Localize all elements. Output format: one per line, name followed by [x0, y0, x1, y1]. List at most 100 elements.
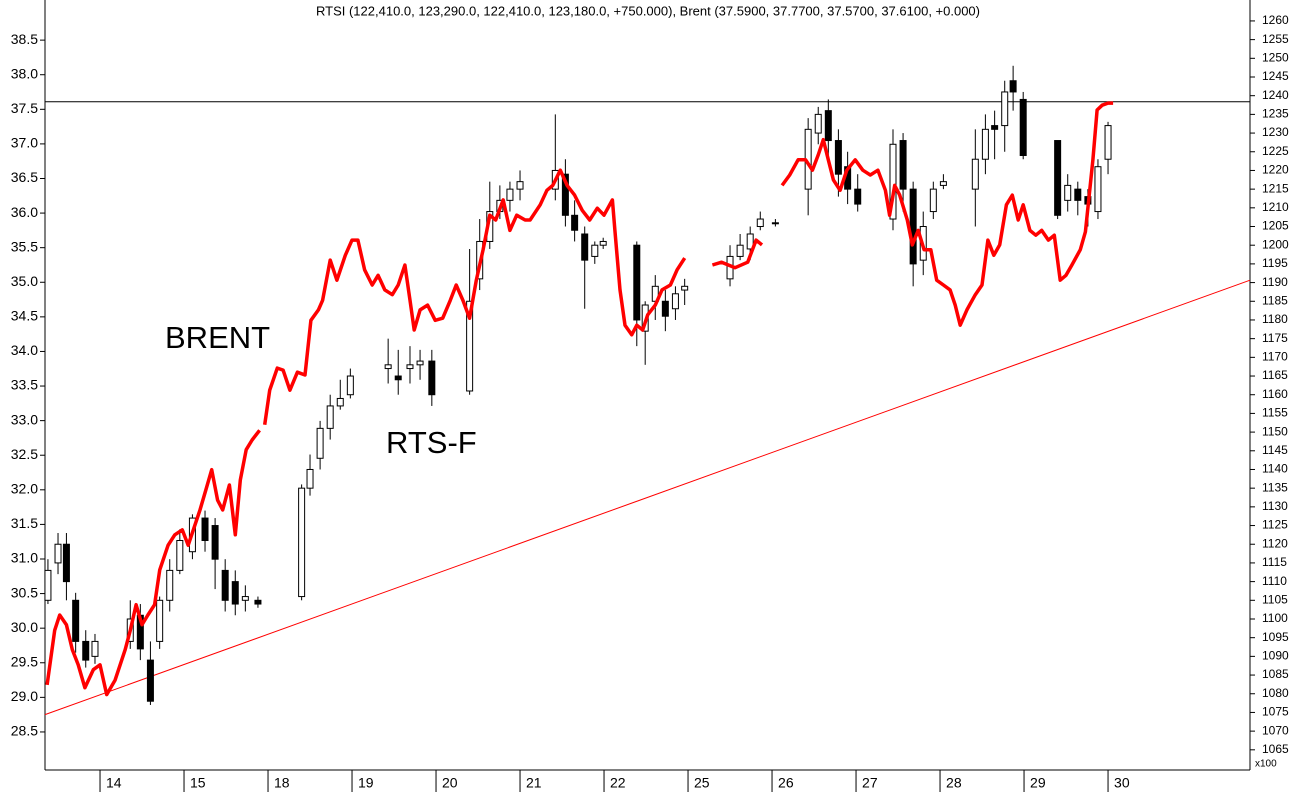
- candle-body: [146, 659, 154, 702]
- candle-body: [506, 188, 514, 201]
- x-tick-label: 27: [862, 775, 878, 791]
- y-tick-label: 33.0: [11, 411, 38, 427]
- candle-body: [72, 599, 80, 642]
- x-tick-label: 19: [358, 775, 374, 791]
- y2-tick-label: 1125: [1262, 518, 1288, 532]
- y-tick-label: 30.0: [11, 619, 38, 635]
- candle-body: [581, 233, 589, 261]
- y2-tick-label: 1240: [1262, 88, 1289, 102]
- y-tick-label: 32.0: [11, 481, 38, 497]
- y-tick-label: 30.5: [11, 584, 38, 600]
- y2-tick-label: 1135: [1262, 480, 1288, 494]
- y2-tick-label: 1180: [1262, 312, 1288, 326]
- candle-body: [62, 543, 70, 583]
- candle-body: [44, 569, 52, 601]
- y-tick-label: 34.0: [11, 342, 38, 358]
- candle-body: [971, 158, 979, 190]
- x-tick-label: 29: [1030, 775, 1046, 791]
- y2-tick-label: 1210: [1262, 200, 1289, 214]
- candle-body: [939, 181, 947, 186]
- candle-body: [1001, 91, 1009, 127]
- y-tick-label: 38.0: [11, 65, 38, 81]
- y-tick-label: 32.5: [11, 446, 38, 462]
- x-tick-label: 28: [946, 775, 962, 791]
- trend-line: [44, 279, 1251, 716]
- candle-body: [241, 596, 249, 601]
- candle-body: [176, 539, 184, 571]
- y2-tick-label: 1250: [1262, 50, 1289, 64]
- x-tick-label: 22: [610, 775, 626, 791]
- candle-body: [428, 360, 436, 396]
- candle-body: [771, 222, 779, 225]
- candle-body: [756, 218, 764, 228]
- y2-tick-label: 1080: [1262, 686, 1289, 700]
- x-tick-label: 25: [694, 775, 710, 791]
- y2-tick-label: 1155: [1262, 406, 1288, 420]
- y2-tick-label: 1245: [1262, 69, 1289, 83]
- x-tick-label: 20: [442, 775, 458, 791]
- candle-body: [571, 214, 579, 231]
- x-tick-label: 30: [1114, 775, 1130, 791]
- candle-body: [1054, 140, 1062, 216]
- candle-body: [981, 128, 989, 160]
- axis-unit-label: x100: [1255, 759, 1277, 770]
- candle-body: [316, 427, 324, 459]
- y2-tick-label: 1255: [1262, 32, 1289, 46]
- y2-tick-label: 1115: [1262, 555, 1287, 569]
- candle-body: [854, 188, 862, 205]
- candle-body: [736, 244, 744, 257]
- candle-body: [561, 173, 569, 216]
- line-series: [45, 101, 1114, 697]
- y-tick-label: 34.5: [11, 308, 38, 324]
- candle-body: [824, 110, 832, 142]
- candle-body: [746, 233, 754, 250]
- annotation: BRENT: [165, 320, 270, 355]
- candle-body: [1094, 166, 1102, 213]
- y-tick-label: 29.0: [11, 688, 38, 704]
- y2-tick-label: 1070: [1262, 723, 1289, 737]
- y-tick-label: 38.5: [11, 31, 38, 47]
- y2-tick-label: 1140: [1262, 462, 1288, 476]
- y2-tick-label: 1165: [1262, 368, 1288, 382]
- candle-body: [306, 468, 314, 489]
- candle-body: [899, 140, 907, 190]
- candle-body: [336, 397, 344, 407]
- x-tick-label: 14: [106, 775, 122, 791]
- y2-tick-label: 1105: [1262, 592, 1288, 606]
- candle-body: [834, 140, 842, 175]
- candle-body: [211, 525, 219, 560]
- candle-body: [814, 113, 822, 134]
- y2-tick-label: 1235: [1262, 107, 1289, 121]
- candle-body: [1064, 184, 1072, 201]
- y2-tick-label: 1230: [1262, 125, 1289, 139]
- candle-body: [406, 364, 414, 370]
- y2-tick-label: 1190: [1262, 275, 1288, 289]
- y2-tick-label: 1220: [1262, 163, 1289, 177]
- y2-tick-label: 1185: [1262, 293, 1288, 307]
- y-tick-label: 36.5: [11, 169, 38, 185]
- y2-tick-label: 1090: [1262, 649, 1289, 663]
- y2-tick-label: 1225: [1262, 144, 1289, 158]
- y2-tick-label: 1100: [1262, 611, 1288, 625]
- y-tick-label: 33.5: [11, 377, 38, 393]
- y2-tick-label: 1075: [1262, 705, 1289, 719]
- y-tick-label: 35.0: [11, 273, 38, 289]
- candle-body: [91, 640, 99, 657]
- y2-tick-label: 1145: [1262, 443, 1288, 457]
- y2-tick-label: 1150: [1262, 424, 1288, 438]
- y2-tick-label: 1260: [1262, 13, 1289, 27]
- candle-body: [54, 543, 62, 564]
- candle-body: [346, 375, 354, 396]
- y-tick-label: 31.5: [11, 515, 38, 531]
- annotation: RTS-F: [386, 425, 477, 460]
- candle-body: [254, 599, 262, 605]
- candle-body: [384, 364, 392, 370]
- candle-body: [166, 569, 174, 601]
- candle-body: [298, 487, 306, 598]
- candle-body: [661, 300, 669, 317]
- x-tick-label: 26: [778, 775, 794, 791]
- y2-tick-label: 1195: [1262, 256, 1288, 270]
- y2-tick-label: 1175: [1262, 331, 1288, 345]
